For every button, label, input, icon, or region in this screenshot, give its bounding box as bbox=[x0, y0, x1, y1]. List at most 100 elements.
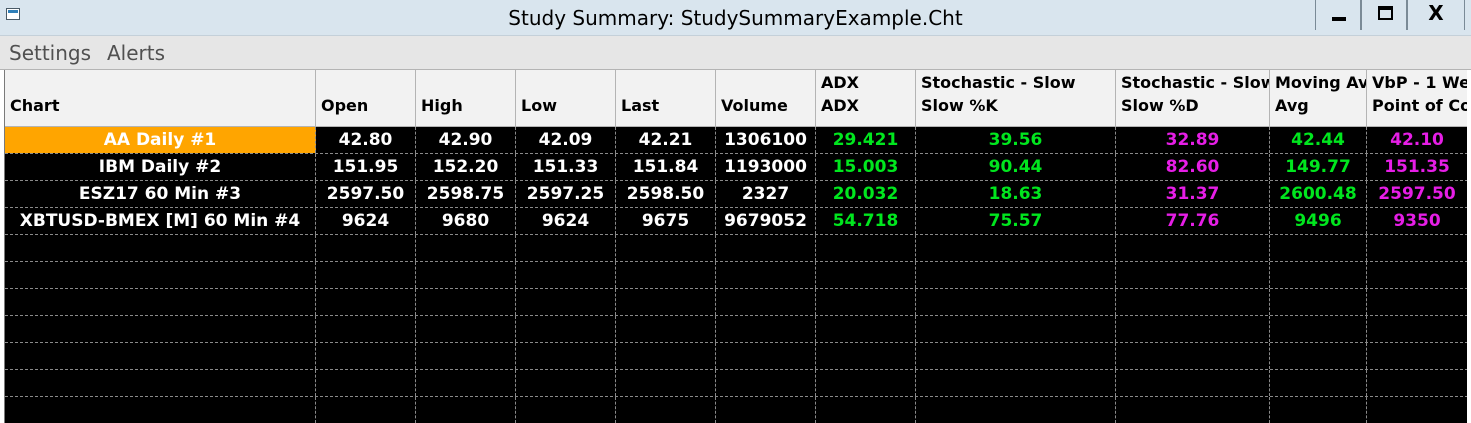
column-header[interactable]: Stochastic - Slow Slow %K bbox=[916, 70, 1116, 127]
empty-cell[interactable] bbox=[316, 370, 416, 396]
empty-cell[interactable] bbox=[816, 289, 916, 315]
empty-cell[interactable] bbox=[1270, 262, 1367, 288]
empty-cell[interactable] bbox=[516, 235, 616, 261]
empty-cell[interactable] bbox=[416, 262, 516, 288]
empty-cell[interactable] bbox=[1116, 262, 1270, 288]
empty-cell[interactable] bbox=[516, 316, 616, 342]
empty-cell[interactable] bbox=[916, 370, 1116, 396]
empty-cell[interactable] bbox=[316, 316, 416, 342]
empty-cell[interactable] bbox=[416, 316, 516, 342]
empty-cell[interactable] bbox=[416, 235, 516, 261]
column-header[interactable]: ADX ADX bbox=[816, 70, 916, 127]
value-cell[interactable]: 2598.50 bbox=[616, 181, 716, 207]
empty-cell[interactable] bbox=[516, 289, 616, 315]
empty-cell[interactable] bbox=[716, 397, 816, 423]
empty-cell[interactable] bbox=[516, 262, 616, 288]
empty-cell[interactable] bbox=[5, 370, 316, 396]
column-header[interactable]: VbP - 1 We Point of Co bbox=[1367, 70, 1467, 127]
empty-cell[interactable] bbox=[616, 343, 716, 369]
empty-cell[interactable] bbox=[716, 289, 816, 315]
empty-cell[interactable] bbox=[1116, 343, 1270, 369]
value-cell[interactable]: 2597.50 bbox=[1367, 181, 1467, 207]
empty-cell[interactable] bbox=[816, 235, 916, 261]
empty-cell[interactable] bbox=[1116, 289, 1270, 315]
value-cell[interactable]: 18.63 bbox=[916, 181, 1116, 207]
empty-cell[interactable] bbox=[616, 397, 716, 423]
empty-cell[interactable] bbox=[516, 397, 616, 423]
menu-settings[interactable]: Settings bbox=[9, 41, 92, 65]
value-cell[interactable]: 151.33 bbox=[516, 154, 616, 180]
value-cell[interactable]: 29.421 bbox=[816, 127, 916, 153]
column-header[interactable]: Low bbox=[516, 70, 616, 127]
empty-cell[interactable] bbox=[916, 397, 1116, 423]
empty-cell[interactable] bbox=[716, 343, 816, 369]
table-row[interactable]: IBM Daily #2 151.95 152.20 151.33 151.84 1193… bbox=[5, 154, 1467, 181]
value-cell[interactable]: 42.80 bbox=[316, 127, 416, 153]
empty-cell[interactable] bbox=[316, 235, 416, 261]
empty-cell[interactable] bbox=[616, 316, 716, 342]
column-header[interactable]: Volume bbox=[716, 70, 816, 127]
value-cell[interactable]: 149.77 bbox=[1270, 154, 1367, 180]
empty-cell[interactable] bbox=[516, 343, 616, 369]
value-cell[interactable]: 20.032 bbox=[816, 181, 916, 207]
empty-row[interactable] bbox=[5, 397, 1467, 423]
empty-cell[interactable] bbox=[916, 289, 1116, 315]
empty-cell[interactable] bbox=[316, 289, 416, 315]
empty-cell[interactable] bbox=[616, 262, 716, 288]
chart-name-cell[interactable]: ESZ17 60 Min #3 bbox=[5, 181, 316, 207]
empty-row[interactable] bbox=[5, 370, 1467, 397]
empty-cell[interactable] bbox=[316, 343, 416, 369]
empty-cell[interactable] bbox=[616, 235, 716, 261]
empty-cell[interactable] bbox=[916, 316, 1116, 342]
empty-cell[interactable] bbox=[1367, 289, 1467, 315]
empty-cell[interactable] bbox=[1367, 397, 1467, 423]
empty-row[interactable] bbox=[5, 262, 1467, 289]
chart-name-cell[interactable]: AA Daily #1 bbox=[5, 127, 316, 153]
value-cell[interactable]: 151.84 bbox=[616, 154, 716, 180]
empty-cell[interactable] bbox=[616, 370, 716, 396]
empty-row[interactable] bbox=[5, 235, 1467, 262]
value-cell[interactable]: 9624 bbox=[516, 208, 616, 234]
study-summary-grid[interactable]: Chart Open High Low Last Volume ADX ADX Stochast… bbox=[4, 70, 1467, 423]
empty-cell[interactable] bbox=[716, 235, 816, 261]
value-cell[interactable]: 39.56 bbox=[916, 127, 1116, 153]
value-cell[interactable]: 90.44 bbox=[916, 154, 1116, 180]
value-cell[interactable]: 9679052 bbox=[716, 208, 816, 234]
empty-cell[interactable] bbox=[1270, 370, 1367, 396]
empty-cell[interactable] bbox=[1116, 316, 1270, 342]
empty-cell[interactable] bbox=[816, 370, 916, 396]
empty-cell[interactable] bbox=[416, 289, 516, 315]
empty-cell[interactable] bbox=[1270, 397, 1367, 423]
chart-name-cell[interactable]: IBM Daily #2 bbox=[5, 154, 316, 180]
empty-cell[interactable] bbox=[816, 397, 916, 423]
value-cell[interactable]: 2597.25 bbox=[516, 181, 616, 207]
empty-cell[interactable] bbox=[416, 370, 516, 396]
empty-cell[interactable] bbox=[5, 289, 316, 315]
value-cell[interactable]: 77.76 bbox=[1116, 208, 1270, 234]
value-cell[interactable]: 42.09 bbox=[516, 127, 616, 153]
value-cell[interactable]: 42.10 bbox=[1367, 127, 1467, 153]
empty-cell[interactable] bbox=[716, 370, 816, 396]
value-cell[interactable]: 152.20 bbox=[416, 154, 516, 180]
empty-cell[interactable] bbox=[1116, 370, 1270, 396]
empty-row[interactable] bbox=[5, 316, 1467, 343]
app-window-icon[interactable] bbox=[6, 8, 20, 20]
empty-cell[interactable] bbox=[716, 316, 816, 342]
empty-cell[interactable] bbox=[316, 397, 416, 423]
value-cell[interactable]: 31.37 bbox=[1116, 181, 1270, 207]
table-row[interactable]: AA Daily #1 42.80 42.90 42.09 42.21 1306100 29… bbox=[5, 127, 1467, 154]
column-header[interactable]: High bbox=[416, 70, 516, 127]
empty-cell[interactable] bbox=[816, 262, 916, 288]
column-header[interactable]: Last bbox=[616, 70, 716, 127]
empty-cell[interactable] bbox=[5, 235, 316, 261]
column-header[interactable]: Stochastic - Slow Slow %D bbox=[1116, 70, 1270, 127]
value-cell[interactable]: 82.60 bbox=[1116, 154, 1270, 180]
empty-cell[interactable] bbox=[5, 316, 316, 342]
empty-cell[interactable] bbox=[1367, 370, 1467, 396]
chart-name-cell[interactable]: XBTUSD-BMEX [M] 60 Min #4 bbox=[5, 208, 316, 234]
empty-cell[interactable] bbox=[1116, 235, 1270, 261]
menu-alerts[interactable]: Alerts bbox=[107, 41, 166, 65]
empty-cell[interactable] bbox=[1116, 397, 1270, 423]
value-cell[interactable]: 1306100 bbox=[716, 127, 816, 153]
empty-cell[interactable] bbox=[1367, 316, 1467, 342]
